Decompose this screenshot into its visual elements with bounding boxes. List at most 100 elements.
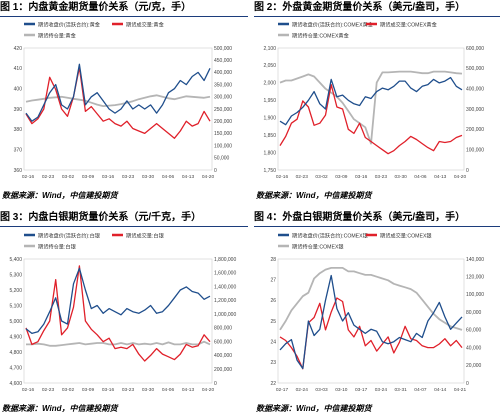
left-tick-label: 360	[14, 168, 23, 174]
left-tick-label: 5,200	[9, 288, 22, 294]
legend-label: 期货收盘价(活跃合约):白银	[38, 232, 101, 240]
x-tick-label: 03-02	[62, 387, 75, 393]
x-tick-label: 02-16	[22, 174, 35, 180]
right-tick-label: 200,000	[214, 119, 232, 125]
x-tick-label: 02-16	[22, 387, 35, 393]
plot-area	[277, 258, 465, 384]
right-tick-label: 250,000	[214, 107, 232, 113]
right-tick-label: 60,000	[466, 328, 482, 334]
left-tick-label: 23	[270, 360, 276, 366]
x-tick-label: 03-16	[102, 174, 115, 180]
right-tick-label: 0	[466, 381, 469, 387]
series-line	[26, 340, 211, 347]
chart-source: 数据来源：Wind，中信建投期货	[256, 404, 372, 413]
legend: 期货收盘价(活跃合约):COMEX黄金 期货成交量:COMEX黄金期货持仓量:CO…	[278, 21, 438, 40]
left-tick-label: 410	[14, 66, 23, 72]
right-tick-label: 200,000	[214, 367, 232, 373]
chart-source: 数据来源：Wind，中信建投期货	[2, 404, 118, 413]
x-tick-label: 04-13	[434, 174, 447, 180]
x-tick-label: 03-02	[62, 174, 75, 180]
legend-label: 期货持仓量:COMEX黄金	[292, 32, 350, 40]
x-tick-label: 03-24	[375, 387, 388, 393]
right-tick-label: 1,200,000	[214, 298, 236, 304]
left-tick-label: 380	[14, 127, 23, 133]
legend: 期货收盘价(活跃合约):COMEX银 期货成交量:COMEX银期货持仓量:COME…	[278, 232, 432, 251]
right-tick-label: 100,000	[466, 147, 484, 153]
x-tick-label: 03-30	[142, 174, 155, 180]
left-tick-label: 2,050	[263, 63, 276, 69]
left-tick-label: 2,000	[263, 81, 276, 87]
right-tick-label: 500,000	[214, 46, 232, 52]
right-tick-label: 1,600,000	[214, 271, 236, 277]
left-tick-label: 4,600	[9, 381, 22, 387]
right-tick-label: 40,000	[466, 345, 482, 351]
left-tick-label: 1,750	[263, 168, 276, 174]
x-tick-label: 02-24	[296, 387, 309, 393]
chart-source: 数据来源：Wind，中信建投期货	[256, 191, 372, 200]
x-tick-label: 03-09	[82, 174, 95, 180]
x-tick-label: 04-20	[454, 174, 467, 180]
chart: 期货收盘价(活跃合约):COMEX黄金 期货成交量:COMEX黄金期货持仓量:CO…	[263, 21, 484, 181]
legend-label: 期货持仓量:COMEX银	[292, 243, 344, 251]
x-tick-label: 03-09	[335, 174, 348, 180]
x-tick-label: 02-23	[42, 174, 55, 180]
x-tick-label: 03-23	[122, 387, 135, 393]
right-tick-label: 120,000	[466, 275, 484, 281]
right-tick-label: 600,000	[214, 339, 232, 345]
x-tick-label: 03-30	[395, 174, 408, 180]
chart-source: 数据来源：Wind，中信建投期货	[2, 191, 118, 200]
legend-label: 期货持仓量:黄金	[38, 32, 77, 40]
right-tick-label: 80,000	[466, 310, 482, 316]
chart-title: 图 2：外盘黄金期货量价关系（美元/盎司，手）	[254, 0, 500, 17]
x-tick-label: 04-06	[162, 387, 175, 393]
series-line	[25, 265, 211, 362]
right-tick-label: 300,000	[214, 95, 232, 101]
right-tick-label: 1,400,000	[214, 284, 236, 290]
right-tick-label: 140,000	[466, 257, 484, 263]
chart: 期货收盘价(活跃合约):COMEX银 期货成交量:COMEX银期货持仓量:COME…	[270, 232, 484, 394]
series-line	[279, 274, 463, 370]
left-tick-label: 420	[14, 46, 23, 52]
series-line	[279, 297, 463, 370]
left-tick-label: 370	[14, 147, 23, 153]
chart-title: 图 4：外盘白银期货量价关系（美元/盎司，手）	[254, 210, 500, 227]
right-tick-label: 50,000	[214, 156, 230, 162]
x-tick-label: 04-06	[162, 174, 175, 180]
legend-label: 期货收盘价(活跃合约):COMEX黄金	[292, 21, 374, 29]
legend-label: 期货成交量:COMEX黄金	[380, 21, 438, 29]
right-tick-label: 0	[214, 168, 217, 174]
plot-area	[23, 47, 213, 171]
right-tick-label: 0	[214, 381, 217, 387]
panel-comex-silver: 图 4：外盘白银期货量价关系（美元/盎司，手） 期货收盘价(活跃合约):COME…	[254, 210, 500, 415]
series-line	[25, 63, 211, 122]
left-tick-label: 1,900	[263, 116, 276, 122]
chart-title: 图 3：内盘白银期货量价关系（元/千克，手）	[0, 210, 248, 227]
x-tick-label: 04-06	[414, 174, 427, 180]
x-tick-label: 02-23	[296, 174, 309, 180]
left-tick-label: 28	[270, 257, 276, 263]
right-tick-label: 500,000	[466, 66, 484, 72]
left-tick-label: 5,300	[9, 272, 22, 278]
x-tick-label: 03-03	[315, 387, 328, 393]
left-tick-label: 2,100	[263, 46, 276, 52]
legend-label: 期货持仓量:白银	[38, 243, 77, 251]
x-tick-label: 04-13	[182, 174, 195, 180]
right-tick-label: 100,000	[466, 292, 484, 298]
series-line	[279, 267, 463, 331]
series-line	[25, 94, 211, 107]
left-tick-label: 5,100	[9, 303, 22, 309]
left-tick-label: 22	[270, 381, 276, 387]
series-line	[279, 76, 463, 126]
x-tick-label: 03-16	[102, 387, 115, 393]
series-line	[25, 66, 211, 139]
left-tick-label: 1,950	[263, 98, 276, 104]
series-line	[25, 267, 211, 335]
x-tick-label: 02-17	[276, 387, 289, 393]
panel-domestic-gold: 图 1：内盘黄金期货量价关系（元/克，手） 期货收盘价(活跃合约):黄金 期货成交…	[0, 0, 248, 200]
right-tick-label: 0	[466, 168, 469, 174]
right-tick-label: 400,000	[214, 70, 232, 76]
chart-title: 图 1：内盘黄金期货量价关系（元/克，手）	[0, 0, 248, 17]
plot-area	[277, 47, 465, 171]
